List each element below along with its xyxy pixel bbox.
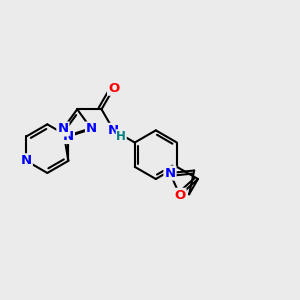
Text: N: N bbox=[63, 130, 74, 143]
Text: N: N bbox=[86, 122, 97, 136]
Text: N: N bbox=[21, 154, 32, 167]
Text: H: H bbox=[116, 130, 126, 143]
Text: O: O bbox=[108, 82, 119, 95]
Text: N: N bbox=[57, 122, 68, 136]
Text: N: N bbox=[164, 167, 175, 180]
Text: N: N bbox=[108, 124, 119, 137]
Text: O: O bbox=[174, 189, 185, 202]
